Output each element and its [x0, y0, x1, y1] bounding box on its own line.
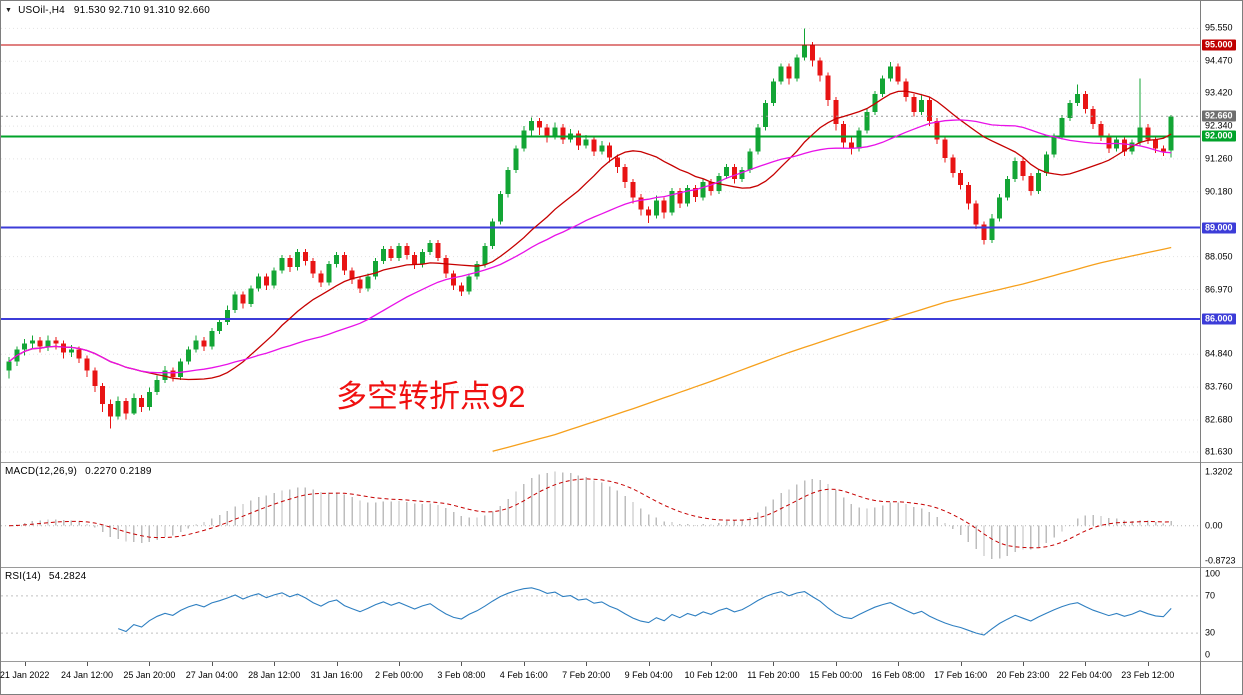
- level-price-label: 89.000: [1202, 222, 1236, 234]
- macd-title: MACD(12,26,9) 0.2270 0.2189: [5, 466, 152, 477]
- time-axis-label: 27 Jan 04:00: [185, 670, 238, 680]
- price-tick-label: 88.050: [1205, 251, 1233, 262]
- time-axis-label: 17 Feb 16:00: [934, 670, 988, 680]
- time-tick: [1147, 662, 1149, 666]
- time-tick: [648, 662, 650, 666]
- time-tick: [399, 662, 400, 666]
- time-tick: [461, 662, 463, 666]
- time-axis-label: 23 Feb 12:00: [1121, 670, 1175, 680]
- price-tick-label: 94.470: [1205, 55, 1233, 66]
- macd-axis-label: 0.00: [1205, 520, 1223, 531]
- time-axis-label: 20 Feb 23:00: [996, 670, 1050, 680]
- time-tick: [523, 662, 525, 666]
- time-tick: [1023, 662, 1024, 666]
- price-tick-label: 83.760: [1205, 381, 1233, 392]
- time-axis-label: 4 Feb 16:00: [499, 670, 548, 680]
- time-tick: [211, 662, 213, 666]
- time-tick: [773, 662, 775, 666]
- time-axis-label: 7 Feb 20:00: [562, 670, 611, 680]
- rsi-axis-label: 70: [1205, 590, 1216, 601]
- price-tick-label: 93.420: [1205, 87, 1233, 98]
- time-tick: [586, 662, 588, 666]
- time-axis-label: 11 Feb 20:00: [747, 670, 800, 680]
- time-tick: [149, 662, 151, 666]
- time-tick: [87, 662, 88, 666]
- level-price-label: 92.000: [1202, 130, 1236, 142]
- level-price-label: 95.000: [1202, 39, 1236, 51]
- time-axis-label: 22 Feb 04:00: [1058, 670, 1112, 680]
- time-axis-label: 25 Jan 20:00: [123, 670, 176, 680]
- time-axis-label: 21 Jan 2022: [0, 670, 50, 680]
- candles: [6, 28, 1174, 429]
- time-axis-label: 15 Feb 00:00: [809, 670, 863, 680]
- time-tick: [1085, 662, 1087, 666]
- macd-indicator-chart[interactable]: [1, 463, 1200, 567]
- rsi-axis-label: 0: [1205, 649, 1211, 660]
- rsi-title: RSI(14) 54.2824: [5, 571, 86, 582]
- symbol-period-label: USOil-,H4: [18, 5, 65, 16]
- price-tick-label: 92.340: [1205, 120, 1233, 131]
- price-axis-separator: [1200, 1, 1201, 694]
- time-axis-splitter: [1, 661, 1242, 662]
- price-tick-label: 95.550: [1205, 22, 1233, 33]
- rsi-value: 54.2824: [48, 571, 87, 582]
- time-axis-label: 10 Feb 12:00: [684, 670, 738, 680]
- macd-histogram: [16, 471, 1172, 559]
- level-price-label: 86.000: [1202, 313, 1236, 325]
- time-tick: [960, 662, 962, 666]
- price-tick-label: 81.630: [1205, 446, 1233, 457]
- time-axis-label: 16 Feb 08:00: [871, 670, 925, 680]
- price-axis[interactable]: 95.550 94.470 93.420 92.340 91.260 90.180 88.0…: [1201, 1, 1242, 694]
- macd-panel-splitter[interactable]: [1, 462, 1242, 463]
- rsi-axis-label: 100: [1205, 568, 1221, 579]
- time-axis-label: 24 Jan 12:00: [60, 670, 114, 680]
- macd-label: MACD(12,26,9): [5, 466, 78, 477]
- time-tick: [835, 662, 837, 666]
- chart-dropdown-icon[interactable]: ▼: [5, 7, 13, 14]
- price-tick-label: 84.840: [1205, 348, 1233, 359]
- rsi-panel-splitter[interactable]: [1, 567, 1242, 568]
- price-tick-label: 86.970: [1205, 284, 1233, 294]
- time-axis-label: 2 Feb 00:00: [374, 670, 424, 680]
- time-tick: [898, 662, 900, 666]
- chart-title: ▼ USOil-,H4 91.530 92.710 91.310 92.660: [5, 5, 210, 16]
- rsi-axis-label: 30: [1205, 627, 1216, 638]
- time-tick: [711, 662, 712, 666]
- candlestick-chart[interactable]: [1, 1, 1200, 462]
- macd-values: 0.2270 0.2189: [85, 466, 152, 477]
- chart-annotation: 多空转折点92: [336, 379, 526, 414]
- price-tick-label: 90.180: [1205, 186, 1233, 197]
- time-tick: [274, 662, 276, 666]
- macd-axis-label: 1.3202: [1205, 466, 1233, 477]
- time-axis[interactable]: 21 Jan 2022 24 Jan 12:00 25 Jan 20:00 27 Ja…: [0, 662, 1200, 694]
- rsi-indicator-chart[interactable]: [1, 568, 1200, 661]
- price-tick-label: 91.260: [1205, 153, 1233, 164]
- time-axis-label: 31 Jan 16:00: [310, 670, 363, 680]
- price-tick-label: 82.680: [1205, 414, 1233, 425]
- time-axis-label: 3 Feb 08:00: [437, 670, 486, 680]
- time-axis-label: 28 Jan 12:00: [248, 670, 301, 680]
- current-price-label: 92.660: [1202, 110, 1236, 122]
- time-tick: [24, 662, 26, 666]
- time-axis-label: 9 Feb 04:00: [624, 670, 673, 680]
- rsi-label: RSI(14): [5, 571, 41, 582]
- macd-axis-label: -0.8723: [1205, 555, 1236, 566]
- ohlc-readout: 91.530 92.710 91.310 92.660: [73, 5, 211, 16]
- time-tick: [336, 662, 338, 666]
